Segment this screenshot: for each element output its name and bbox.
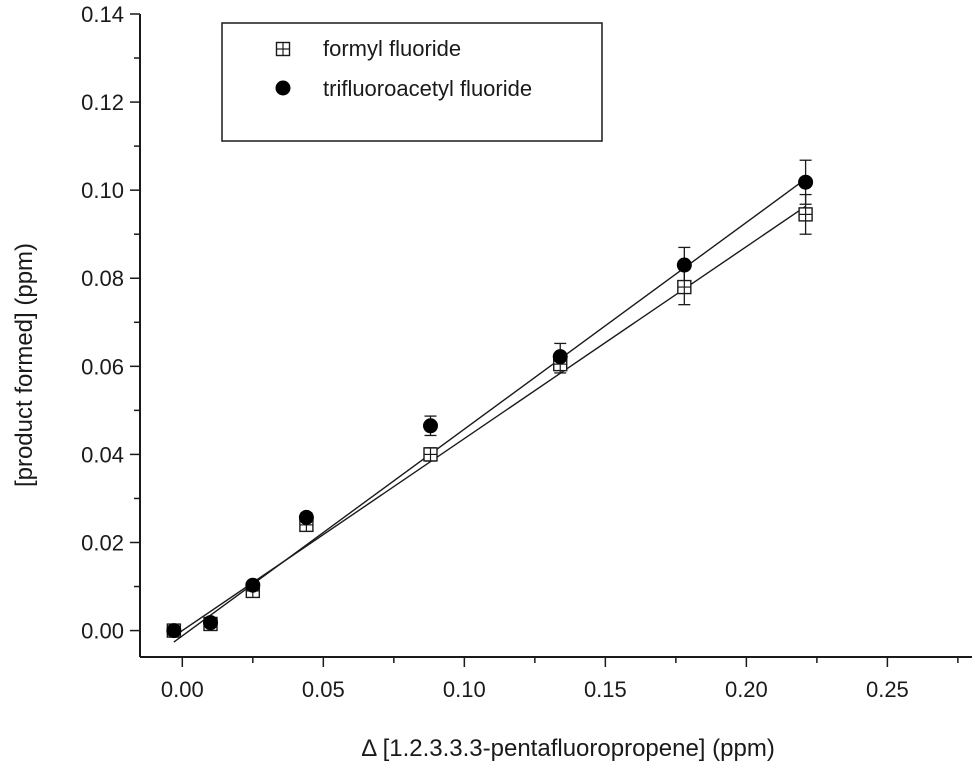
legend-marker-formyl-fluoride	[275, 41, 291, 57]
y-tick-label: 0.10	[81, 178, 124, 203]
data-point-formyl-fluoride	[798, 207, 813, 222]
data-point-trifluoroacetyl-fluoride	[798, 174, 814, 190]
legend-label-formyl-fluoride: formyl fluoride	[323, 36, 461, 61]
fit-lines	[173, 178, 807, 643]
data-point-trifluoroacetyl-fluoride	[298, 509, 314, 525]
legend-circle-marker	[275, 80, 291, 96]
x-tick-label: 0.20	[725, 677, 768, 702]
legend-square-marker	[275, 41, 291, 57]
x-ticks: 0.00 0.05 0.10 0.15 0.20 0.25	[161, 657, 959, 702]
y-tick-label: 0.14	[81, 2, 124, 27]
y-axis-label: [product formed] (ppm)	[11, 243, 38, 487]
y-tick-label: 0.08	[81, 266, 124, 291]
x-tick-label: 0.00	[161, 677, 204, 702]
legend-marker-trifluoroacetyl-fluoride	[275, 80, 291, 96]
y-tick-label: 0.06	[81, 354, 124, 379]
x-tick-label: 0.15	[584, 677, 627, 702]
data-point-trifluoroacetyl-fluoride	[245, 577, 261, 593]
x-axis-label: Δ [1.2.3.3.3-pentafluoropropene] (ppm)	[361, 735, 775, 762]
data-point-trifluoroacetyl-fluoride	[676, 257, 692, 273]
data-point-formyl-fluoride	[677, 279, 692, 295]
y-tick-label: 0.00	[81, 619, 124, 644]
data-point-trifluoroacetyl-fluoride	[203, 615, 219, 631]
error-bars	[246, 159, 812, 596]
y-ticks: 0.00 0.02 0.04 0.06 0.08 0.10 0.12 0.14	[81, 2, 140, 644]
data-point-trifluoroacetyl-fluoride	[552, 349, 568, 365]
x-tick-label: 0.05	[302, 677, 345, 702]
data-point-trifluoroacetyl-fluoride	[166, 623, 182, 639]
legend-label-trifluoroacetyl-fluoride: trifluoroacetyl fluoride	[323, 76, 532, 101]
fit-line-series-1	[173, 178, 807, 643]
x-tick-label: 0.25	[866, 677, 909, 702]
data-point-trifluoroacetyl-fluoride	[422, 418, 438, 434]
y-tick-label: 0.12	[81, 90, 124, 115]
y-tick-label: 0.04	[81, 442, 124, 467]
y-tick-label: 0.02	[81, 530, 124, 555]
data-points	[166, 174, 814, 639]
data-point-formyl-fluoride	[423, 447, 438, 462]
x-tick-label: 0.10	[443, 677, 486, 702]
axes	[139, 14, 972, 658]
legend: formyl fluoride trifluoroacetyl fluoride	[221, 22, 603, 142]
